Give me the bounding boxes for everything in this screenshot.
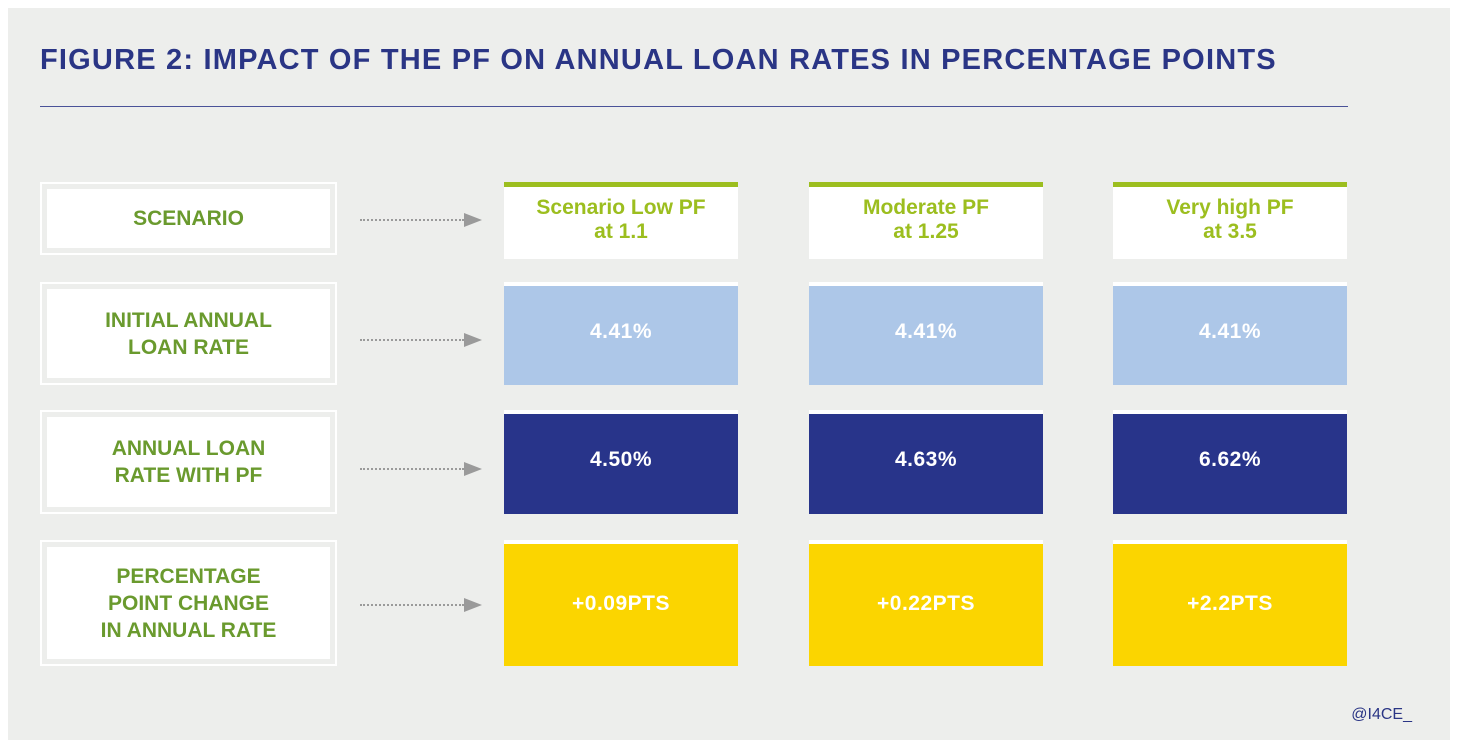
arrow-point-change bbox=[360, 597, 482, 613]
row-label-point-change: PERCENTAGE POINT CHANGE IN ANNUAL RATE bbox=[40, 540, 337, 666]
rate-with-pf-very-high-pf: 6.62% bbox=[1113, 410, 1347, 514]
row-label-scenario-text: SCENARIO bbox=[47, 189, 330, 248]
figure-title: FIGURE 2: IMPACT OF THE PF ON ANNUAL LOA… bbox=[40, 44, 1277, 76]
row-label-initial-rate: INITIAL ANNUAL LOAN RATE bbox=[40, 282, 337, 385]
figure-panel: FIGURE 2: IMPACT OF THE PF ON ANNUAL LOA… bbox=[8, 8, 1450, 740]
arrow-rate-with-pf bbox=[360, 461, 482, 477]
point-change-low-pf: +0.09PTS bbox=[504, 540, 738, 666]
initial-rate-very-high-pf: 4.41% bbox=[1113, 282, 1347, 385]
row-label-scenario: SCENARIO bbox=[40, 182, 337, 255]
scenario-header-very-high-pf: Very high PF at 3.5 bbox=[1113, 182, 1347, 259]
point-change-very-high-pf: +2.2PTS bbox=[1113, 540, 1347, 666]
arrow-initial-rate bbox=[360, 332, 482, 348]
row-label-point-change-text: PERCENTAGE POINT CHANGE IN ANNUAL RATE bbox=[47, 547, 330, 659]
rate-with-pf-low-pf: 4.50% bbox=[504, 410, 738, 514]
rate-with-pf-moderate-pf: 4.63% bbox=[809, 410, 1043, 514]
arrow-scenario bbox=[360, 212, 482, 228]
row-label-rate-with-pf: ANNUAL LOAN RATE WITH PF bbox=[40, 410, 337, 514]
initial-rate-low-pf: 4.41% bbox=[504, 282, 738, 385]
row-label-rate-with-pf-text: ANNUAL LOAN RATE WITH PF bbox=[47, 417, 330, 507]
credit-handle: @I4CE_ bbox=[1351, 706, 1412, 723]
point-change-moderate-pf: +0.22PTS bbox=[809, 540, 1043, 666]
scenario-header-low-pf: Scenario Low PF at 1.1 bbox=[504, 182, 738, 259]
row-label-initial-rate-text: INITIAL ANNUAL LOAN RATE bbox=[47, 289, 330, 378]
title-divider bbox=[40, 106, 1348, 107]
initial-rate-moderate-pf: 4.41% bbox=[809, 282, 1043, 385]
scenario-header-moderate-pf: Moderate PF at 1.25 bbox=[809, 182, 1043, 259]
